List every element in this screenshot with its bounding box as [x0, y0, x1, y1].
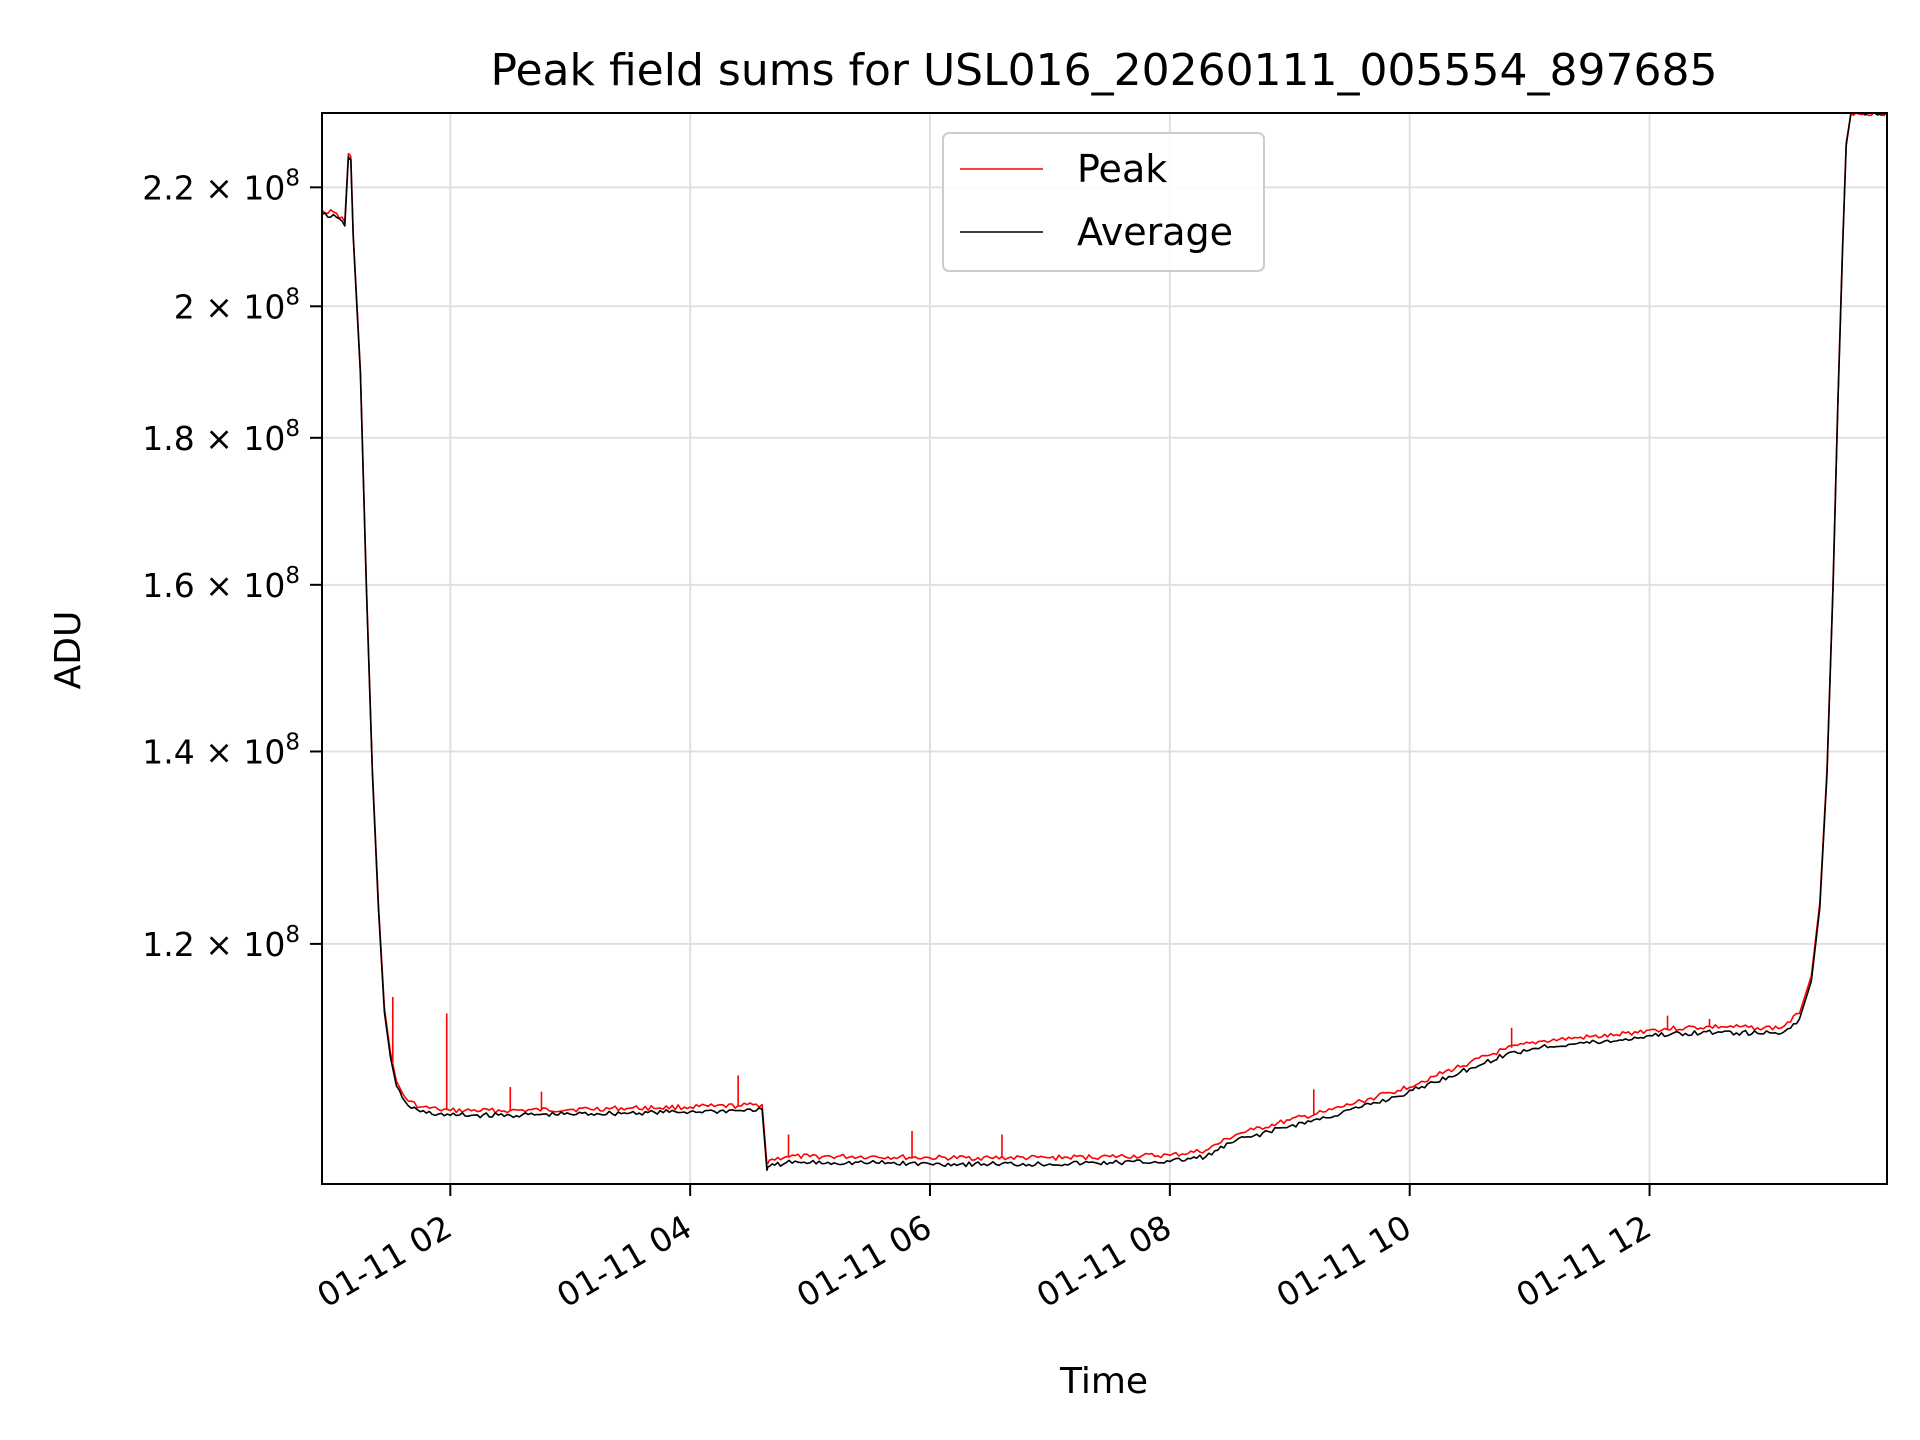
y-axis-label: ADU — [48, 611, 89, 690]
legend-label-average: Average — [1077, 210, 1233, 254]
legend: Peak Average — [942, 132, 1265, 272]
y-axis: 1.2 × 108 1.4 × 108 1.6 × 108 1.8 × 108 2 × … — [142, 165, 322, 964]
grid — [322, 113, 1887, 1184]
legend-box — [942, 132, 1265, 272]
data-layer — [322, 113, 1887, 1171]
y-tick-label: 1.8 × 108 — [142, 416, 300, 458]
series-line-average — [322, 113, 1887, 1171]
y-tick-label: 1.4 × 108 — [142, 729, 300, 771]
y-tick-label: 2.2 × 108 — [142, 165, 300, 207]
x-axis-label: Time — [1059, 1361, 1148, 1402]
y-tick-label: 1.6 × 108 — [142, 563, 300, 605]
legend-label-peak: Peak — [1077, 147, 1167, 191]
y-tick-label: 1.2 × 108 — [142, 922, 300, 964]
plot-frame — [321, 112, 1888, 1185]
series-line-peak — [322, 113, 1887, 1165]
y-tick-label: 2 × 108 — [174, 284, 300, 326]
chart-title: Peak field sums for USL016_20260111_0055… — [491, 45, 1718, 96]
